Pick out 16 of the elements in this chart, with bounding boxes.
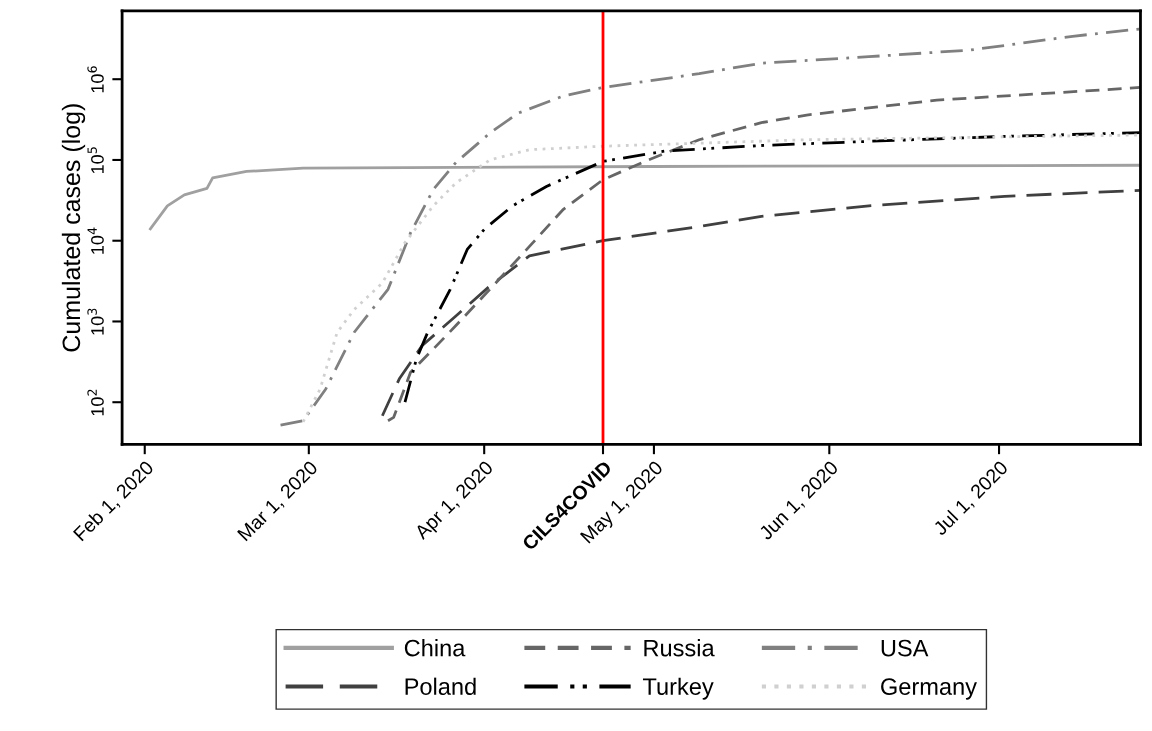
y-tick-label: 10$^{5}$ xyxy=(87,147,104,174)
legend-label: USA xyxy=(881,639,929,657)
y-axis-title: Cumulated cases (log) xyxy=(61,104,86,352)
y-tick-label: 10$^{2}$ xyxy=(87,389,104,416)
legend-label: Russia xyxy=(644,639,715,657)
line-series xyxy=(380,189,1141,418)
y-tick-label: 10$^{4}$ xyxy=(87,227,104,254)
y-tick-label: 10$^{6}$ xyxy=(87,66,104,93)
legend-label: Germany xyxy=(881,678,977,700)
line-series xyxy=(279,27,1141,427)
legend-label: China xyxy=(404,639,466,657)
legend-label: Poland xyxy=(405,677,476,695)
legend-label: Turkey xyxy=(642,677,714,700)
line-series xyxy=(386,86,1141,423)
y-tick-label: 10$^{3}$ xyxy=(87,308,104,335)
line-series xyxy=(149,163,1141,231)
